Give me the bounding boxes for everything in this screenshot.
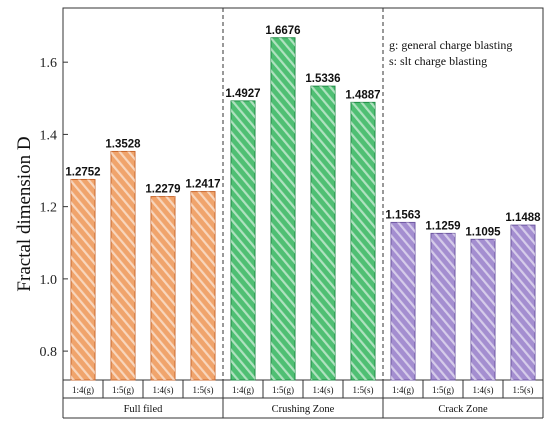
bar-hatch [471,239,495,380]
category-label: 1:4(g) [392,385,414,395]
value-label: 1.1259 [425,220,460,232]
category-label: 1:4(s) [473,385,494,395]
bars [70,37,536,381]
category-label: 1:5(g) [432,385,454,395]
bar-hatch [311,86,335,380]
value-label: 1.2279 [145,184,180,196]
y-tick-label: 1.2 [40,201,58,216]
plot-frame [62,7,544,419]
value-label: 1.4927 [225,88,260,100]
category-label: 1:4(s) [153,385,174,395]
y-axis-label: Fractal dimension D [14,136,35,291]
value-label: 1.3528 [105,138,141,150]
category-label: 1:5(g) [272,385,294,395]
bar-hatch [151,196,175,380]
category-label: 1:5(s) [353,385,374,395]
bar-hatch [431,233,455,380]
bar-hatch [391,222,415,380]
category-label: 1:4(s) [313,385,334,395]
bar-hatch [71,179,95,380]
value-label: 1.5336 [305,73,340,85]
annotation-slt: s: slt charge blasting [389,54,487,68]
bar-hatch [231,100,255,380]
annotation-general: g: general charge blasting [389,38,512,52]
value-label: 1.2417 [185,179,220,191]
bar-hatch [191,191,215,380]
category-label: 1:4(g) [232,385,254,395]
bar-hatch [511,225,535,380]
category-label: 1:5(s) [193,385,214,395]
category-label: 1:5(s) [513,385,534,395]
group-label: Full filed [124,404,164,415]
y-tick-label: 1.6 [40,56,58,71]
bar-hatch [351,102,375,380]
value-label: 1.1095 [465,226,501,238]
value-label: 1.1488 [505,212,541,224]
category-label: 1:5(g) [112,385,134,395]
y-tick-label: 1.4 [40,128,58,143]
value-label: 1.6676 [265,25,300,37]
y-tick-label: 1.0 [40,273,58,288]
category-label: 1:4(g) [72,385,94,395]
y-tick-label: 0.8 [40,345,58,360]
value-label: 1.1563 [385,209,420,221]
labels: 0.8 1.0 1.2 1.4 1.6 1.2752 1:4(g) 1.3528 1:5(g) 1… [40,25,542,415]
bar-hatch [271,37,295,380]
value-label: 1.4887 [345,89,380,101]
group-label: Crushing Zone [272,404,335,415]
bar-hatch [111,151,135,380]
value-label: 1.2752 [65,166,100,178]
group-label: Crack Zone [438,404,488,415]
